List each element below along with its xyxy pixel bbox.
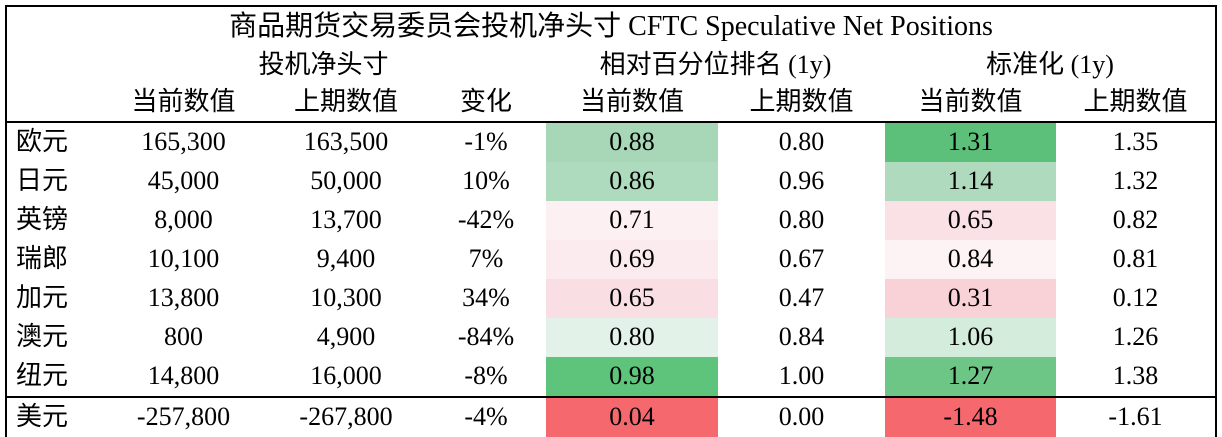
- change-cell: -8%: [464, 361, 508, 391]
- table-row-chf: 瑞郎 10,100 9,400 7% 0.69 0.67 0.84 0.81: [6, 240, 1216, 279]
- table-row-eur: 欧元 165,300 163,500 -1% 0.88 0.80 1.31 1.…: [6, 122, 1216, 162]
- spec-previous-cell: 9,400: [316, 244, 376, 274]
- table-row-nzd: 纽元 14,800 16,000 -8% 0.98 1.00 1.27 1.38: [6, 357, 1216, 397]
- column-group-header-row: 投机净头寸 相对百分位排名 (1y) 标准化 (1y): [6, 47, 1216, 84]
- pct-previous-cell: 1.00: [778, 361, 825, 391]
- table-row-cad: 加元 13,800 10,300 34% 0.65 0.47 0.31 0.12: [6, 279, 1216, 318]
- change-cell: -4%: [426, 396, 546, 437]
- change-cell: -42%: [457, 205, 515, 235]
- spec-current-cell: 13,800: [147, 283, 220, 313]
- pct-current-cell: 0.69: [546, 240, 718, 279]
- std-previous-cell: 1.32: [1112, 166, 1159, 196]
- spec-previous-cell: 50,000: [310, 166, 382, 196]
- group-header-percentile: 相对百分位排名 (1y): [599, 50, 832, 80]
- std-previous-cell: 0.12: [1112, 283, 1159, 313]
- group-header-empty: [6, 47, 101, 84]
- pct-previous-cell: 0.80: [778, 127, 825, 157]
- pct-current-cell: 0.86: [546, 162, 718, 201]
- pct-previous-cell: 0.67: [778, 244, 825, 274]
- currency-label: 瑞郎: [16, 244, 69, 274]
- pct-previous-cell: 0.84: [778, 322, 825, 352]
- pct-current-cell: 0.88: [546, 122, 718, 162]
- std-current-cell: 0.31: [885, 279, 1056, 318]
- change-cell: 10%: [462, 166, 510, 196]
- table-row-aud: 澳元 800 4,900 -84% 0.80 0.84 1.06 1.26: [6, 318, 1216, 357]
- pct-previous-cell: 0.47: [778, 283, 825, 313]
- std-previous-cell: -1.61: [1056, 396, 1216, 437]
- table-row-usd: 美元 -257,800 -267,800 -4% 0.04 0.00 -1.48…: [6, 396, 1216, 437]
- std-previous-cell: 0.81: [1112, 244, 1159, 274]
- spec-previous-cell: -267,800: [266, 396, 426, 437]
- pct-current-cell: 0.80: [546, 318, 718, 357]
- change-cell: 34%: [462, 283, 510, 313]
- std-current-cell: -1.48: [885, 396, 1056, 437]
- pct-current-cell: 0.65: [546, 279, 718, 318]
- currency-label: 纽元: [16, 361, 69, 391]
- std-current-cell: 0.65: [885, 201, 1056, 240]
- std-previous-cell: 0.82: [1112, 205, 1159, 235]
- spec-previous-cell: 13,700: [310, 205, 382, 235]
- col-header-empty: [6, 84, 101, 123]
- currency-label: 日元: [16, 166, 69, 196]
- std-previous-cell: 1.35: [1112, 127, 1159, 157]
- col-header-spec-previous: 上期数值: [266, 84, 426, 123]
- std-previous-cell: 1.38: [1112, 361, 1159, 391]
- spec-previous-cell: 10,300: [310, 283, 382, 313]
- spec-previous-cell: 163,500: [303, 127, 389, 157]
- spec-current-cell: 800: [164, 322, 203, 352]
- table-row-gbp: 英镑 8,000 13,700 -42% 0.71 0.80 0.65 0.82: [6, 201, 1216, 240]
- pct-current-cell: 0.71: [546, 201, 718, 240]
- pct-current-cell: 0.04: [546, 396, 718, 437]
- currency-label: 欧元: [16, 127, 69, 157]
- pct-previous-cell: 0.96: [778, 166, 825, 196]
- col-header-pct-previous: 上期数值: [718, 84, 885, 123]
- std-current-cell: 1.31: [885, 122, 1056, 162]
- table-title: 商品期货交易委员会投机净头寸 CFTC Speculative Net Posi…: [229, 10, 993, 42]
- std-current-cell: 1.06: [885, 318, 1056, 357]
- currency-label: 加元: [16, 283, 69, 313]
- spec-current-cell: 8,000: [154, 205, 213, 235]
- std-current-cell: 1.27: [885, 357, 1056, 397]
- spec-previous-cell: 16,000: [310, 361, 382, 391]
- currency-label: 英镑: [16, 205, 69, 235]
- change-cell: -84%: [457, 322, 515, 352]
- table-row-jpy: 日元 45,000 50,000 10% 0.86 0.96 1.14 1.32: [6, 162, 1216, 201]
- spec-current-cell: 165,300: [141, 127, 226, 157]
- std-previous-cell: 1.26: [1112, 322, 1159, 352]
- spec-current-cell: 14,800: [147, 361, 220, 391]
- col-header-change: 变化: [426, 84, 546, 123]
- spec-current-cell: 45,000: [147, 166, 220, 196]
- cftc-positions-table: 商品期货交易委员会投机净头寸 CFTC Speculative Net Posi…: [5, 5, 1217, 437]
- col-header-std-previous: 上期数值: [1056, 84, 1216, 123]
- currency-label: 澳元: [16, 322, 69, 352]
- spec-previous-cell: 4,900: [316, 322, 376, 352]
- spec-current-cell: -257,800: [101, 396, 266, 437]
- col-header-spec-current: 当前数值: [101, 84, 266, 123]
- change-cell: -1%: [464, 127, 508, 157]
- std-current-cell: 1.14: [885, 162, 1056, 201]
- pct-current-cell: 0.98: [546, 357, 718, 397]
- change-cell: 7%: [468, 244, 504, 274]
- column-header-row: 当前数值 上期数值 变化 当前数值 上期数值 当前数值 上期数值: [6, 84, 1216, 123]
- std-current-cell: 0.84: [885, 240, 1056, 279]
- table-title-row: 商品期货交易委员会投机净头寸 CFTC Speculative Net Posi…: [6, 6, 1216, 47]
- pct-previous-cell: 0.00: [718, 396, 885, 437]
- col-header-std-current: 当前数值: [885, 84, 1056, 123]
- col-header-pct-current: 当前数值: [546, 84, 718, 123]
- group-header-standardized: 标准化 (1y): [986, 50, 1114, 80]
- pct-previous-cell: 0.80: [778, 205, 825, 235]
- currency-label: 美元: [6, 396, 101, 437]
- spec-current-cell: 10,100: [147, 244, 220, 274]
- group-header-speculative: 投机净头寸: [258, 50, 389, 80]
